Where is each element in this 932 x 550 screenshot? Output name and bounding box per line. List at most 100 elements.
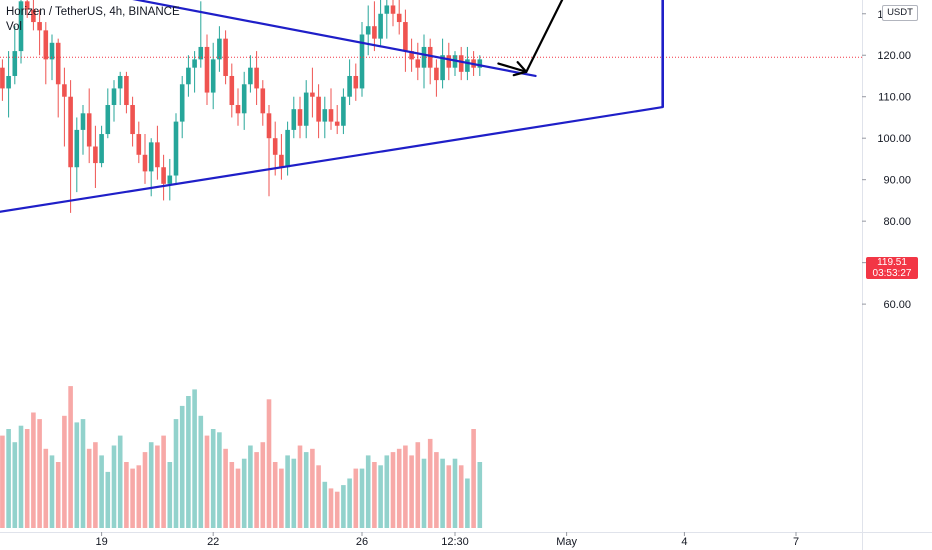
candle-body (316, 96, 321, 122)
candle-body (198, 46, 204, 60)
candle-body (130, 105, 135, 135)
candle (43, 22, 49, 85)
candle-body (334, 121, 340, 126)
time-tick-label: 26 (356, 536, 368, 548)
candle (458, 46, 464, 81)
candle (74, 117, 80, 193)
candle (403, 9, 408, 72)
candle-body (80, 113, 86, 130)
candle (37, 9, 42, 56)
candle-body (142, 154, 148, 172)
candle-body (254, 67, 259, 89)
volume-bar (136, 465, 142, 528)
candle (378, 0, 383, 47)
volume-bar (111, 445, 117, 528)
price-tick-label: 110.00 (878, 92, 911, 104)
candle (415, 42, 421, 81)
candle (167, 158, 173, 201)
candle (316, 84, 321, 139)
volume-bar (186, 396, 191, 528)
volume-bar (378, 465, 383, 528)
candle (266, 105, 272, 197)
volume-bar (18, 425, 24, 528)
volume-bar (248, 445, 253, 528)
candle-body (235, 105, 241, 114)
candle-body (74, 129, 80, 168)
currency-badge[interactable]: USDT (882, 5, 918, 21)
volume-bar (31, 412, 36, 528)
volume-bar (409, 455, 414, 528)
pullback-arrow[interactable] (497, 62, 528, 73)
candle (204, 34, 210, 106)
volume-bar (86, 448, 92, 528)
candle (31, 0, 36, 31)
candle-body (6, 75, 11, 89)
triangle-upper-trendline[interactable] (0, 0, 537, 78)
candle-body (55, 42, 61, 85)
volume-bar (471, 429, 476, 528)
triangle-lower-trendline[interactable] (0, 105, 664, 213)
candle (210, 42, 216, 110)
price-tick-label: 90.00 (883, 175, 911, 187)
candle (62, 67, 67, 147)
volume-bar (204, 435, 210, 528)
volume-bar (384, 455, 390, 528)
breakout-target-arrow[interactable] (525, 0, 628, 73)
candle (254, 51, 259, 106)
candle (291, 96, 297, 139)
candle (421, 34, 427, 89)
volume-bar (68, 386, 73, 528)
price-tick-label: 80.00 (883, 216, 911, 228)
candle (341, 88, 346, 135)
volume-bar (229, 462, 235, 528)
candle (80, 105, 86, 155)
volume-bar (396, 448, 402, 528)
candle-body (378, 13, 383, 39)
candle-body (465, 59, 470, 72)
volume-bar (452, 458, 458, 528)
time-axis[interactable]: 19 22 26 12:30 May 4 7 (95, 532, 799, 548)
candle-body (328, 109, 334, 122)
last-price-tag: 119.51 03:53:27 (866, 257, 918, 279)
trend-drawings (0, 0, 665, 213)
candle (117, 71, 123, 106)
volume-bar (359, 468, 365, 528)
candle-body (24, 1, 30, 10)
candle-body (297, 109, 303, 126)
candle (12, 26, 18, 85)
candlesticks (0, 0, 862, 213)
candle (142, 134, 148, 184)
candle-body (415, 59, 421, 68)
volume-bar (24, 429, 30, 528)
candle-body (384, 5, 390, 14)
candle-body (396, 13, 402, 23)
volume-bar (142, 452, 148, 528)
volume-bar (235, 468, 241, 528)
candle (186, 55, 191, 97)
candle-body (359, 34, 365, 89)
volume-bar (12, 442, 18, 528)
candle-body (173, 121, 179, 176)
candle (86, 88, 92, 164)
candle-body (148, 142, 154, 172)
candle (49, 34, 55, 81)
candle (334, 105, 340, 135)
volume-bar (155, 445, 160, 528)
volume-bar (0, 435, 5, 528)
candle-body (117, 75, 123, 89)
volume-bar (465, 478, 470, 528)
candle (148, 138, 154, 197)
candle (297, 96, 303, 139)
candle-body (434, 67, 439, 81)
volume-bar (74, 422, 80, 528)
volume-bar (49, 455, 55, 528)
candle-body (31, 9, 36, 23)
candle-body (86, 113, 92, 147)
candle (440, 38, 445, 89)
time-tick-label: May (556, 536, 577, 548)
volume-bar (347, 478, 352, 528)
candle-body (260, 88, 266, 114)
candle-body (403, 22, 408, 52)
candle-body (111, 88, 117, 106)
